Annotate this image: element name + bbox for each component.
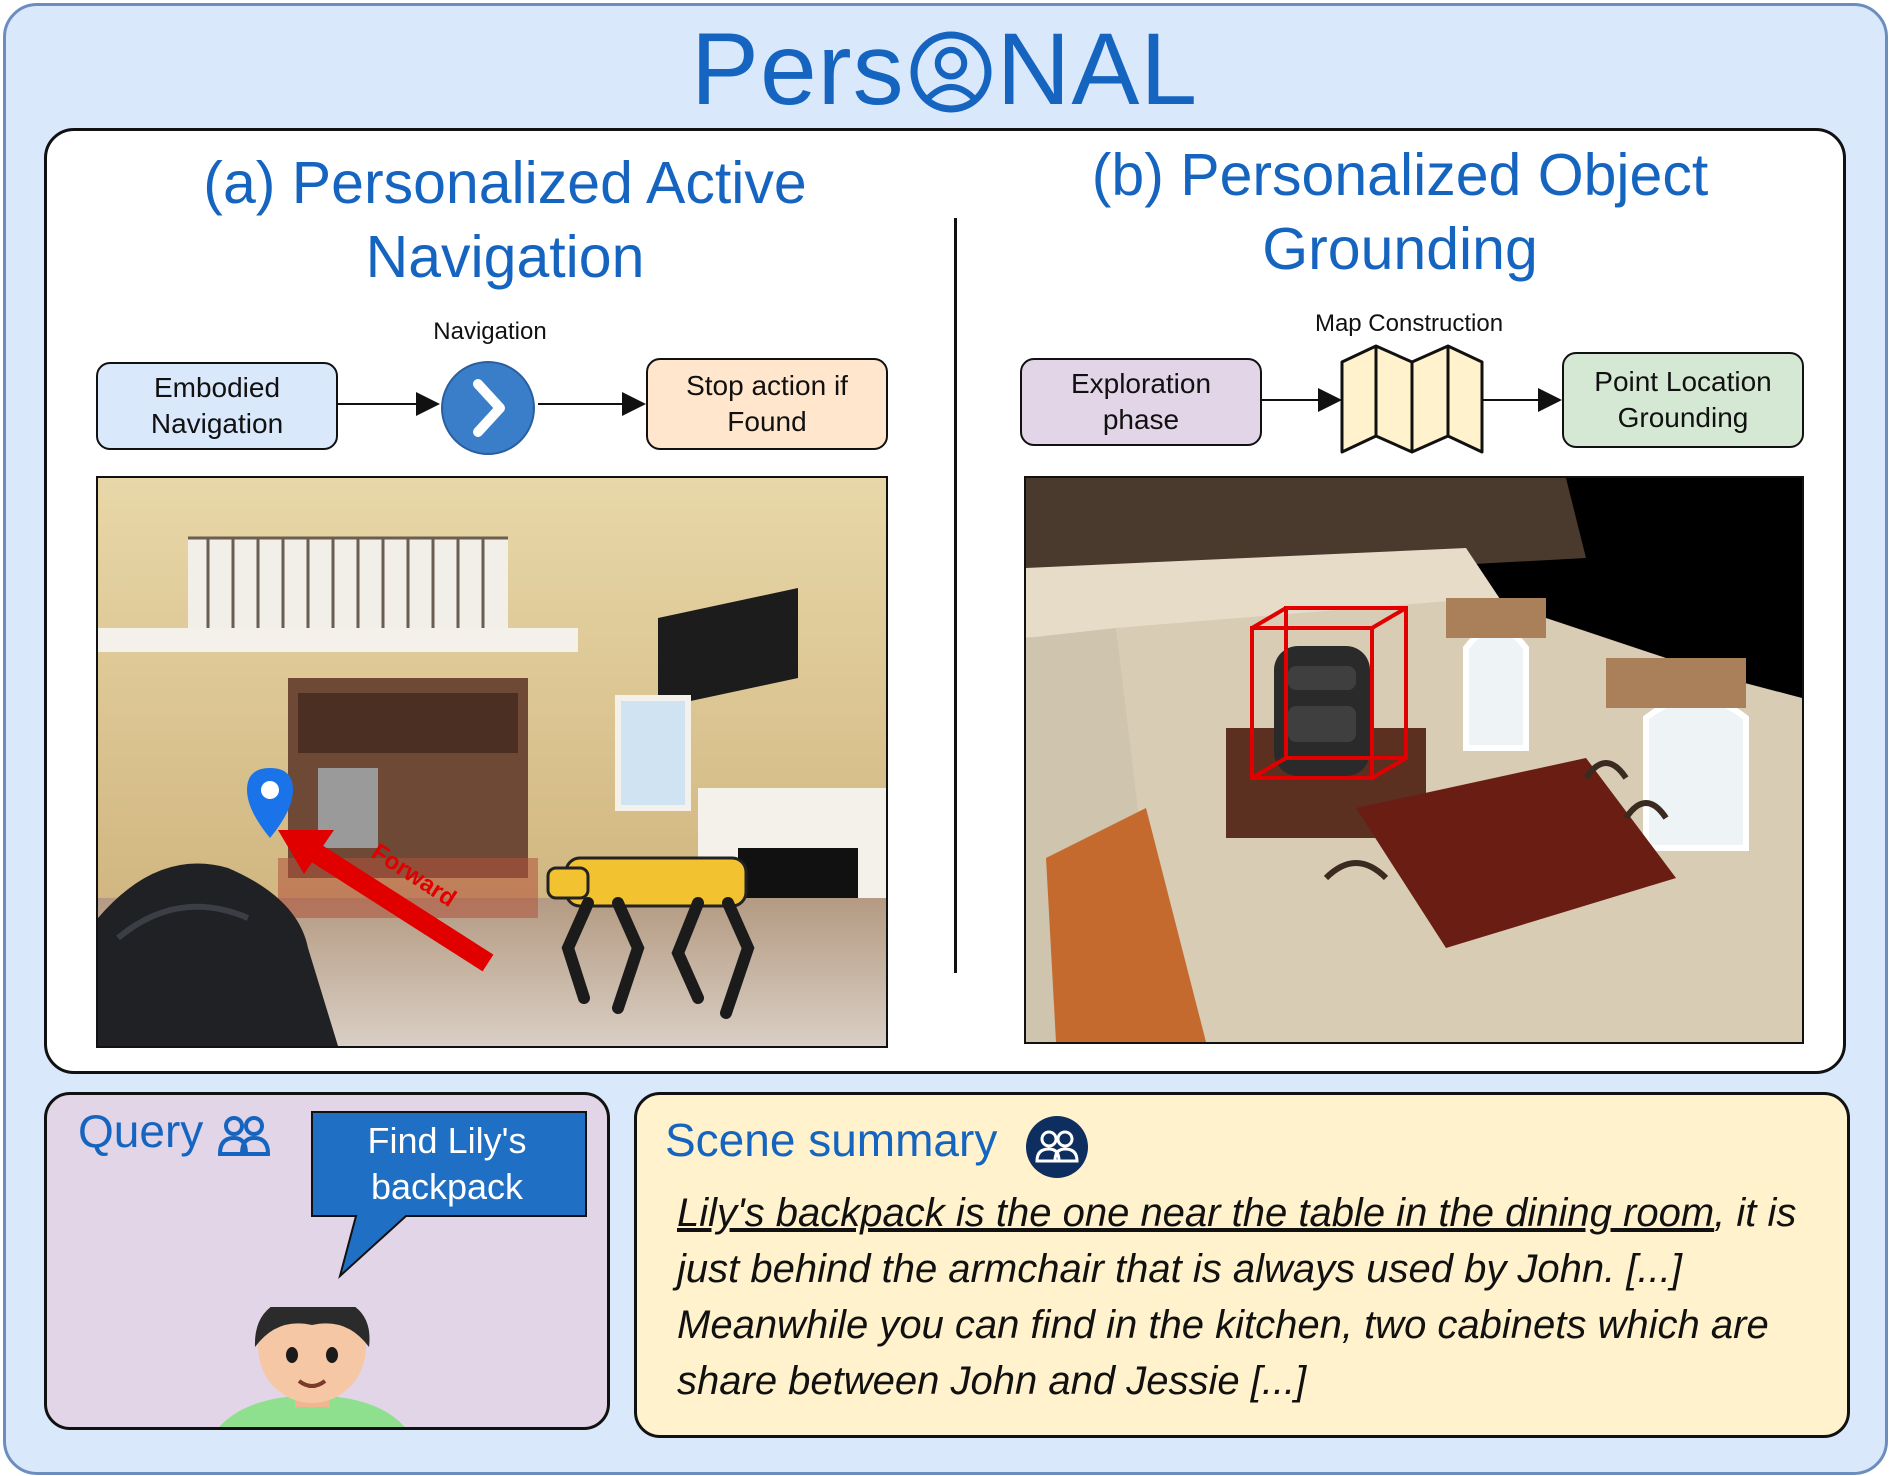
scene-summary-title: Scene summary [665,1114,998,1166]
section-a-title-line2: Navigation [365,224,645,290]
person-circle-icon [910,31,992,113]
brand-title: Pers NAL [0,12,1889,126]
section-a-title-line1: (a) Personalized Active [203,150,807,216]
scene-summary-rest: , it is just behind the armchair that is… [677,1191,1797,1403]
scene-summary-text: Lily's backpack is the one near the tabl… [677,1185,1827,1409]
speech-bubble-text: Find Lily's backpack [312,1112,582,1216]
scene-summary-panel: Scene summary Lily's backpack is the one… [634,1092,1850,1438]
backpack [1274,646,1370,776]
speech-bubble-line2: backpack [370,1166,524,1207]
query-title: Query [78,1105,204,1157]
users-badge-icon [1026,1116,1088,1178]
speech-bubble [311,1111,587,1280]
stop-action-line1: Stop action if [686,370,848,401]
section-b-title-line2: Grounding [1262,216,1538,282]
exploration-line2: phase [1102,404,1180,435]
users-icon [217,1116,271,1156]
man-avatar-icon [219,1307,405,1427]
embodied-navigation-line2: Navigation [150,408,284,439]
point-location-line1: Point Location [1594,366,1772,397]
chevron-right-circle-icon [441,361,535,455]
brand-text-after: NAL [996,11,1199,126]
brand-text-before: Pers [690,11,905,126]
embodied-navigation-box: Embodied Navigation [96,362,338,450]
folded-map-icon [1340,344,1484,454]
bounding-box-3d [1250,606,1408,780]
scene-summary-underlined: Lily's backpack is the one near the tabl… [677,1191,1715,1235]
section-b-title-line1: (b) Personalized Object [1091,142,1709,208]
map-construction-label: Map Construction [1314,310,1504,337]
section-a-title: (a) Personalized Active Navigation [100,146,910,294]
navigation-scene-image: Forward [96,476,888,1048]
location-pin-icon [247,768,293,838]
stop-action-box: Stop action if Found [646,358,888,450]
section-b-title: (b) Personalized Object Grounding [1020,138,1780,286]
point-location-box: Point Location Grounding [1562,352,1804,448]
robot-dog [546,856,755,1019]
exploration-line1: Exploration [1070,368,1212,399]
speech-bubble-line1: Find Lily's [367,1120,527,1161]
exploration-phase-box: Exploration phase [1020,358,1262,446]
navigation-label: Navigation [433,318,547,345]
stop-action-line2: Found [727,406,807,437]
grounding-scene-image [1024,476,1804,1044]
embodied-navigation-line1: Embodied [153,372,281,403]
point-location-line2: Grounding [1617,402,1749,433]
section-divider [954,218,957,973]
